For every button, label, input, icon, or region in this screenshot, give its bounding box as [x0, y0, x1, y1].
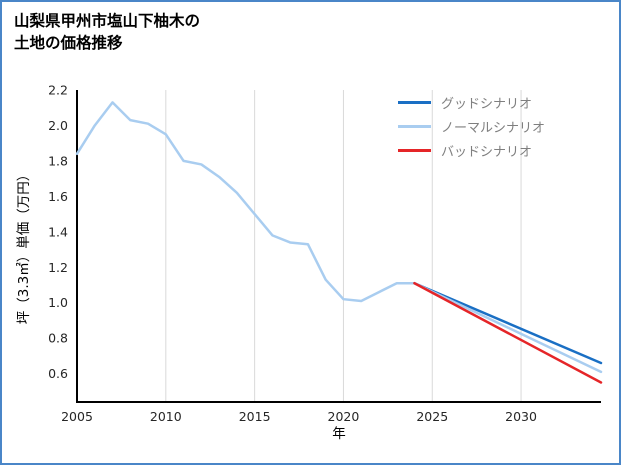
- y-tick-label: 0.8: [48, 331, 68, 346]
- legend-item-good: グッドシナリオ: [398, 94, 545, 112]
- y-tick-label: 2.0: [48, 118, 68, 133]
- y-tick-label: 0.6: [48, 366, 68, 381]
- series-good-scenario: [413, 281, 603, 365]
- page-title-line1: 山梨県甲州市塩山下柚木の: [14, 12, 201, 30]
- page-title: 山梨県甲州市塩山下柚木の 土地の価格推移: [14, 10, 200, 55]
- series-historical: [75, 101, 416, 303]
- x-tick-label: 2025: [416, 409, 448, 424]
- y-tick-label: 2.2: [48, 83, 68, 98]
- x-tick-label: 2020: [328, 409, 360, 424]
- page-title-line2: 土地の価格推移: [14, 34, 123, 53]
- legend-label-good: グッドシナリオ: [441, 96, 533, 112]
- series-normal-scenario: [413, 281, 603, 374]
- x-tick-label: 2005: [61, 409, 93, 424]
- y-tick-label: 1.8: [48, 153, 68, 168]
- y-tick-label: 1.0: [48, 295, 68, 310]
- x-tick-label: 2015: [239, 409, 271, 424]
- legend-item-normal: ノーマルシナリオ: [398, 118, 546, 136]
- series-bad-scenario: [413, 281, 603, 384]
- y-axis-title: 坪（3.3㎡）単価（万円）: [16, 168, 32, 324]
- y-tick-label: 1.6: [48, 189, 68, 204]
- y-tick-label: 1.2: [48, 260, 68, 275]
- bad-scenario-line-swatch: [398, 148, 431, 152]
- legend-label-normal: ノーマルシナリオ: [441, 120, 546, 136]
- x-axis-title: 年: [332, 426, 346, 442]
- legend-label-bad: バッドシナリオ: [441, 144, 533, 160]
- normal-scenario-line-swatch: [398, 124, 431, 128]
- chart-legend: グッドシナリオ ノーマルシナリオ バッドシナリオ: [398, 94, 546, 160]
- y-tick-label: 1.4: [48, 224, 68, 239]
- legend-item-bad: バッドシナリオ: [398, 142, 545, 160]
- x-tick-label: 2030: [505, 409, 537, 424]
- x-tick-label: 2010: [150, 409, 182, 424]
- good-scenario-line-swatch: [398, 100, 431, 104]
